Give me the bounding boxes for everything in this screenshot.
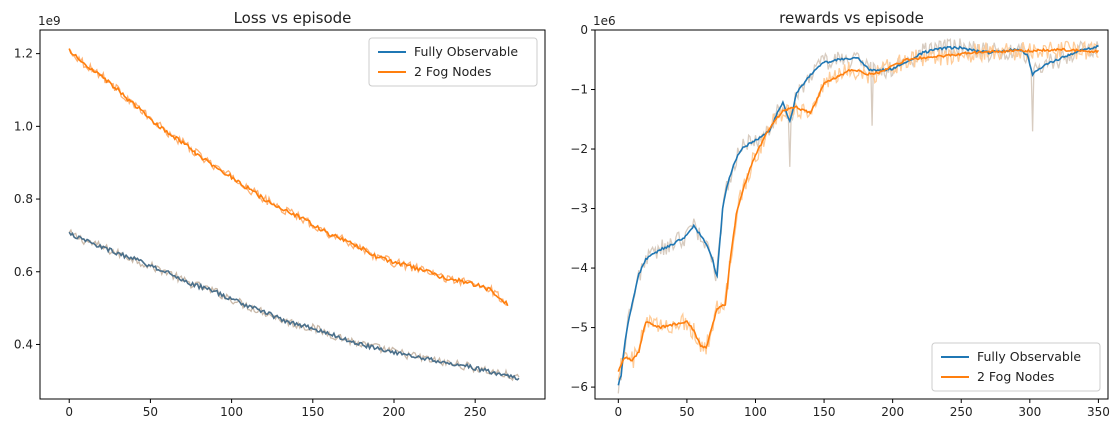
y-tick-label: 1.0 (14, 119, 33, 133)
y-tick-label: −6 (570, 380, 588, 394)
series-line (68, 231, 520, 381)
chart-title: rewards vs episode (779, 9, 924, 27)
legend: Fully Observable 2 Fog Nodes (368, 37, 538, 87)
legend-label: Fully Observable (977, 349, 1081, 364)
series-raw-line (617, 37, 1100, 394)
legend-label: 2 Fog Nodes (977, 369, 1054, 384)
x-tick-label: 300 (1018, 405, 1041, 419)
legend-label: Fully Observable (414, 44, 518, 59)
y-tick-label: 0.6 (14, 265, 33, 279)
x-tick-label: 150 (301, 405, 324, 419)
y-tick-label: −4 (570, 261, 588, 275)
legend: Fully Observable 2 Fog Nodes (931, 342, 1101, 392)
x-tick-label: 350 (1087, 405, 1110, 419)
y-tick-label: 0.4 (14, 337, 33, 351)
legend-label: 2 Fog Nodes (414, 64, 491, 79)
x-tick-label: 200 (881, 405, 904, 419)
series-raw-line (68, 48, 509, 306)
x-tick-label: 0 (65, 405, 73, 419)
y-tick-label: −2 (570, 142, 588, 156)
legend-box (931, 342, 1101, 392)
axis-offset-text: 1e6 (593, 14, 616, 28)
legend-box (368, 37, 538, 87)
x-tick-label: 250 (950, 405, 973, 419)
plot-frame (39, 29, 546, 400)
x-tick-label: 200 (383, 405, 406, 419)
axis-offset-text: 1e9 (38, 14, 61, 28)
chart-title: Loss vs episode (234, 9, 352, 27)
series-line (68, 48, 509, 307)
y-tick-label: −3 (570, 202, 588, 216)
loss-chart: Loss vs episode 1e9 0 50 100 150 200 250 0.4 0.6 0… (14, 9, 546, 419)
x-tick-label: 100 (220, 405, 243, 419)
x-tick-label: 50 (143, 405, 158, 419)
y-tick-label: −1 (570, 83, 588, 97)
y-tick-label: −5 (570, 321, 588, 335)
rewards-chart: rewards vs episode 1e6 0 50 100 150 200 250 300 3… (570, 9, 1110, 419)
y-tick-label: 1.2 (14, 47, 33, 61)
series-raw-line (617, 40, 1099, 380)
series-line (617, 44, 1099, 386)
x-tick-label: 50 (679, 405, 694, 419)
y-tick-label: 0 (580, 23, 588, 37)
series-line (617, 47, 1100, 372)
x-tick-label: 100 (744, 405, 767, 419)
series-raw-line (68, 228, 520, 382)
x-tick-label: 0 (614, 405, 622, 419)
x-tick-label: 150 (813, 405, 836, 419)
x-tick-label: 250 (464, 405, 487, 419)
y-tick-label: 0.8 (14, 192, 33, 206)
plot-frame (594, 29, 1109, 400)
